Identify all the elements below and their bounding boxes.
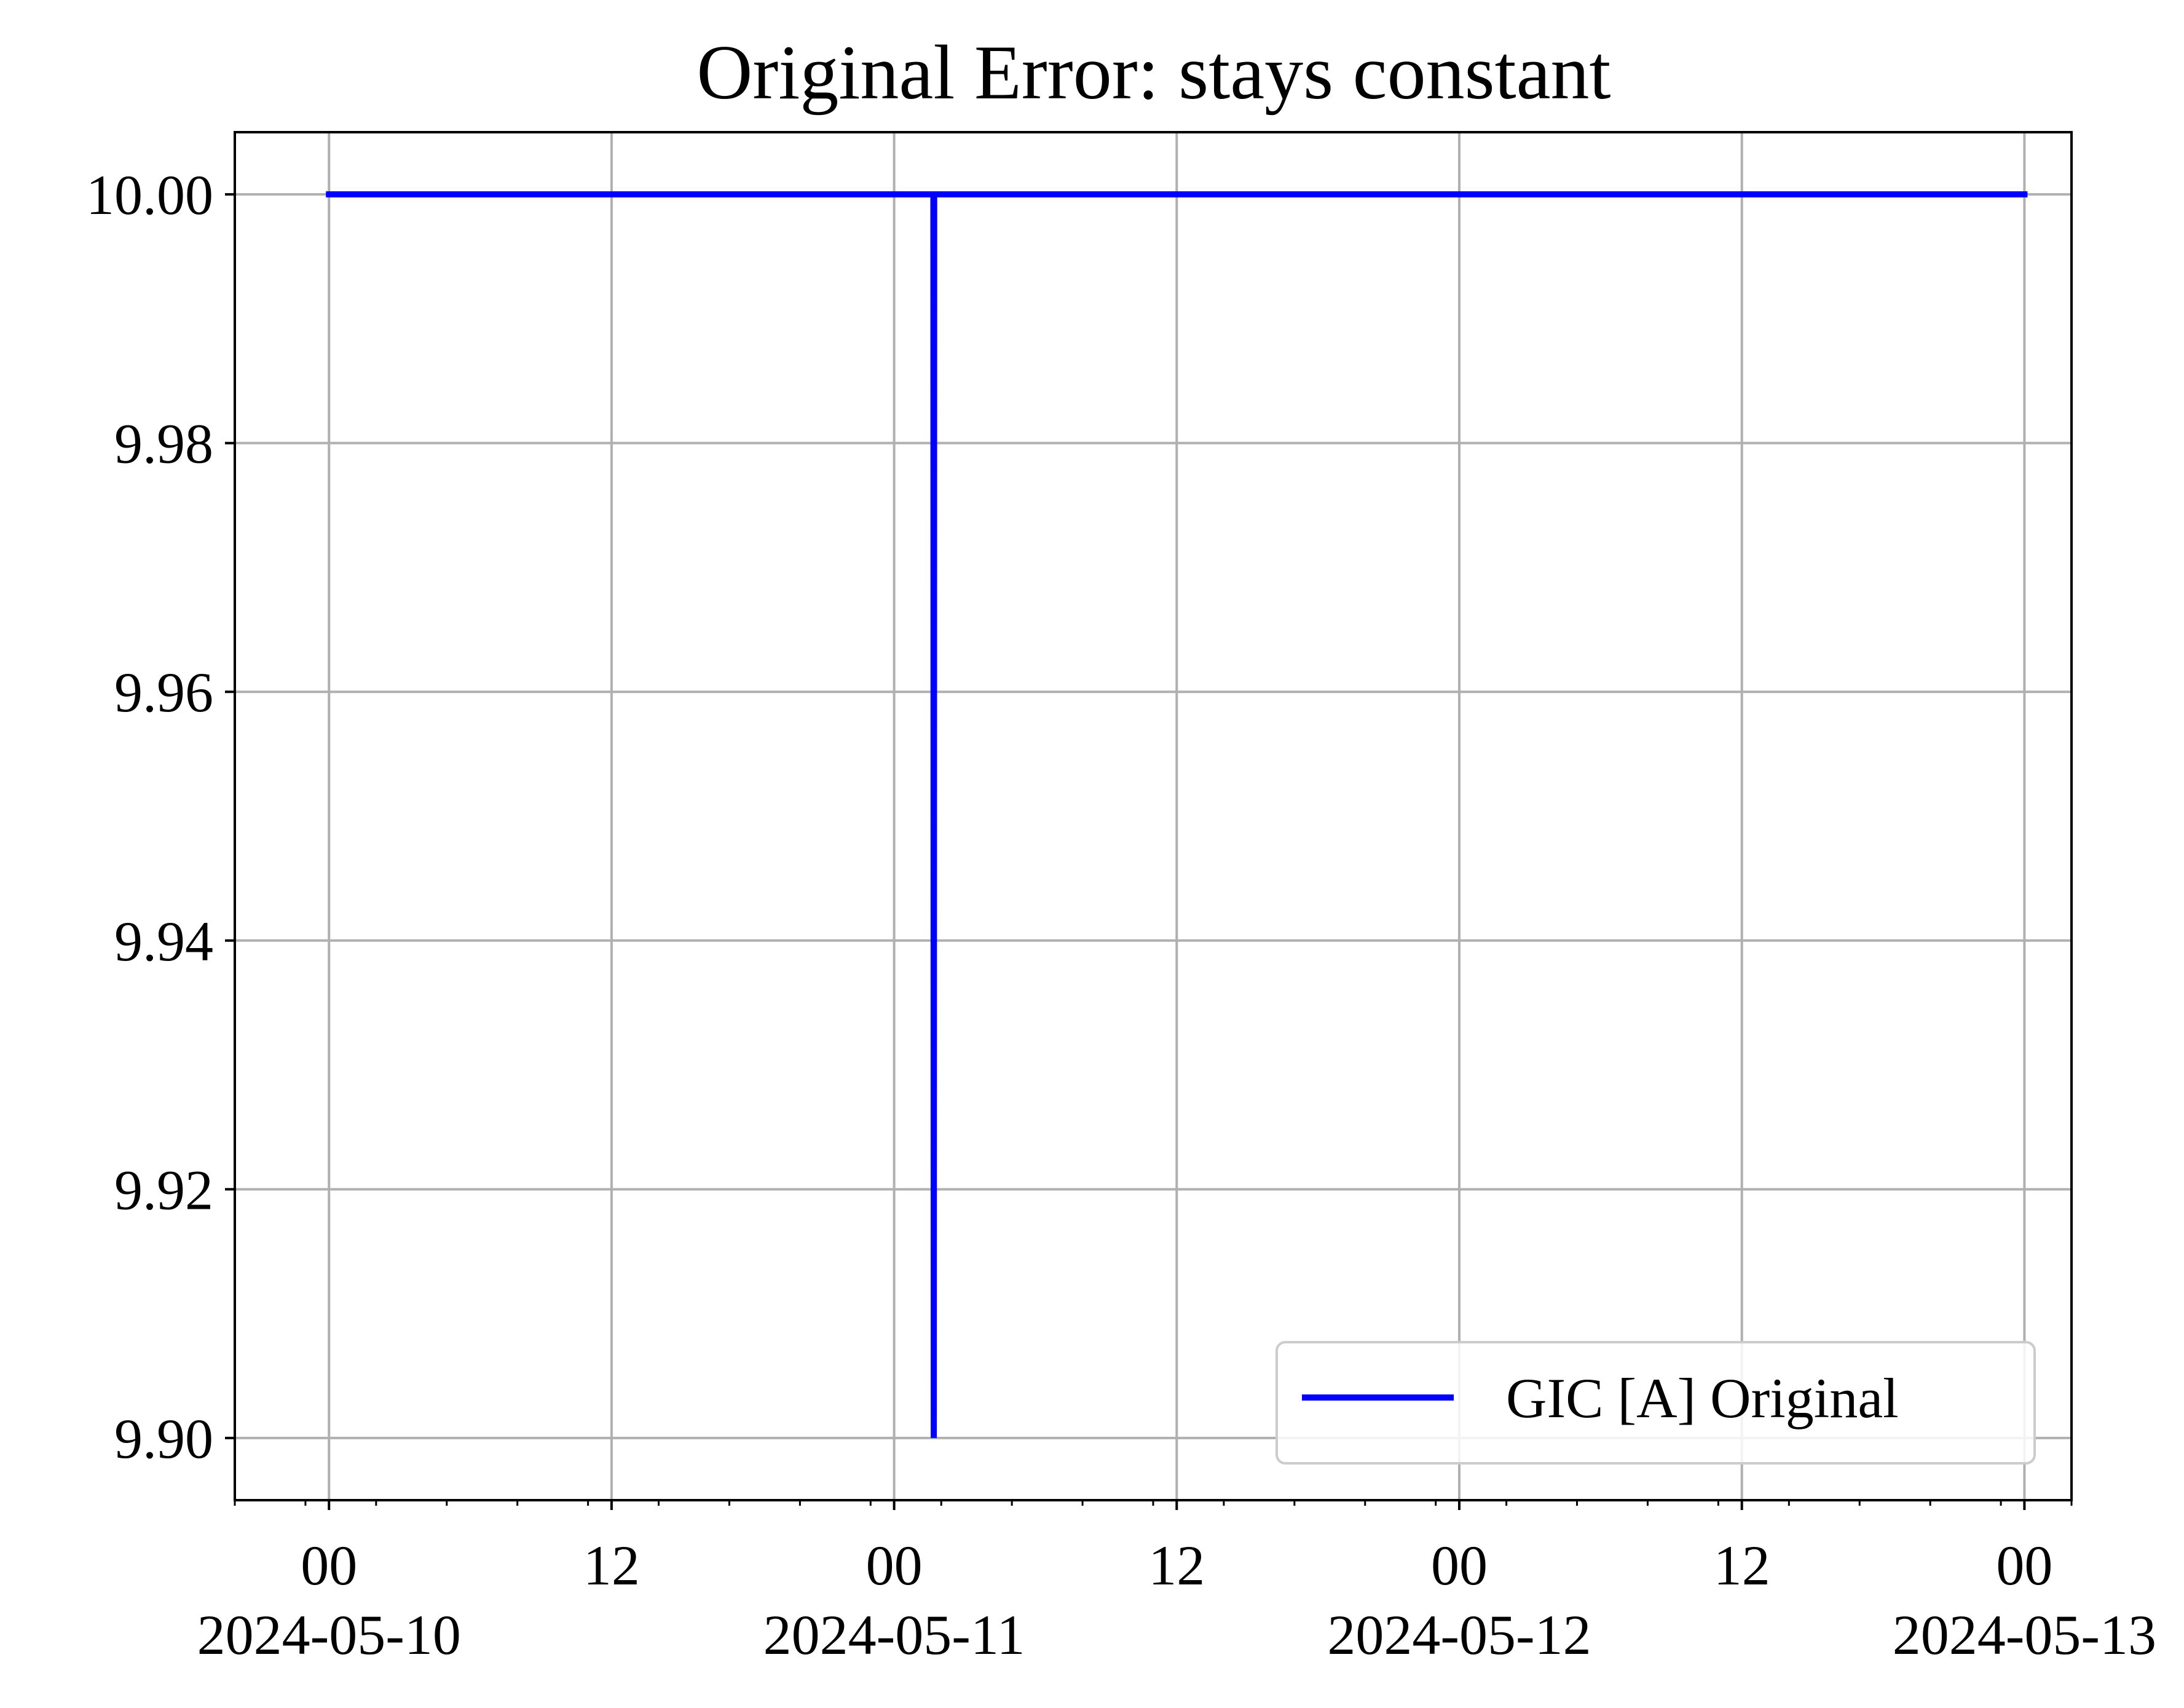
x-tick-label: 00 (1431, 1534, 1488, 1597)
y-tick-label: 9.98 (114, 413, 213, 475)
x-tick-date-label: 2024-05-10 (197, 1603, 461, 1666)
y-tick-label: 10.00 (86, 164, 213, 226)
y-tick-label: 9.92 (114, 1158, 213, 1221)
grid-lines (235, 132, 2072, 1500)
x-tick-date-label: 2024-05-11 (763, 1603, 1025, 1666)
x-tick-label: 00 (866, 1534, 923, 1597)
chart-title: Original Error: stays constant (696, 30, 1610, 116)
y-tick-label: 9.96 (114, 661, 213, 724)
y-tick-label: 9.94 (114, 910, 213, 973)
x-tick-label: 12 (1148, 1534, 1205, 1597)
legend-box (1275, 1341, 2036, 1465)
x-tick-label: 12 (583, 1534, 640, 1597)
x-tick-label: 00 (1996, 1534, 2052, 1597)
x-tick-date-label: 2024-05-13 (1893, 1603, 2156, 1666)
x-tick-date-label: 2024-05-12 (1327, 1603, 1591, 1666)
series-line (326, 191, 2028, 1438)
x-tick-label: 12 (1714, 1534, 1770, 1597)
x-tick-label: 00 (301, 1534, 357, 1597)
legend-label: GIC [A] Original (1506, 1367, 1899, 1429)
y-tick-label: 9.90 (114, 1407, 213, 1470)
series-layer (326, 191, 2028, 1438)
legend: GIC [A] Original (1275, 1341, 2036, 1465)
